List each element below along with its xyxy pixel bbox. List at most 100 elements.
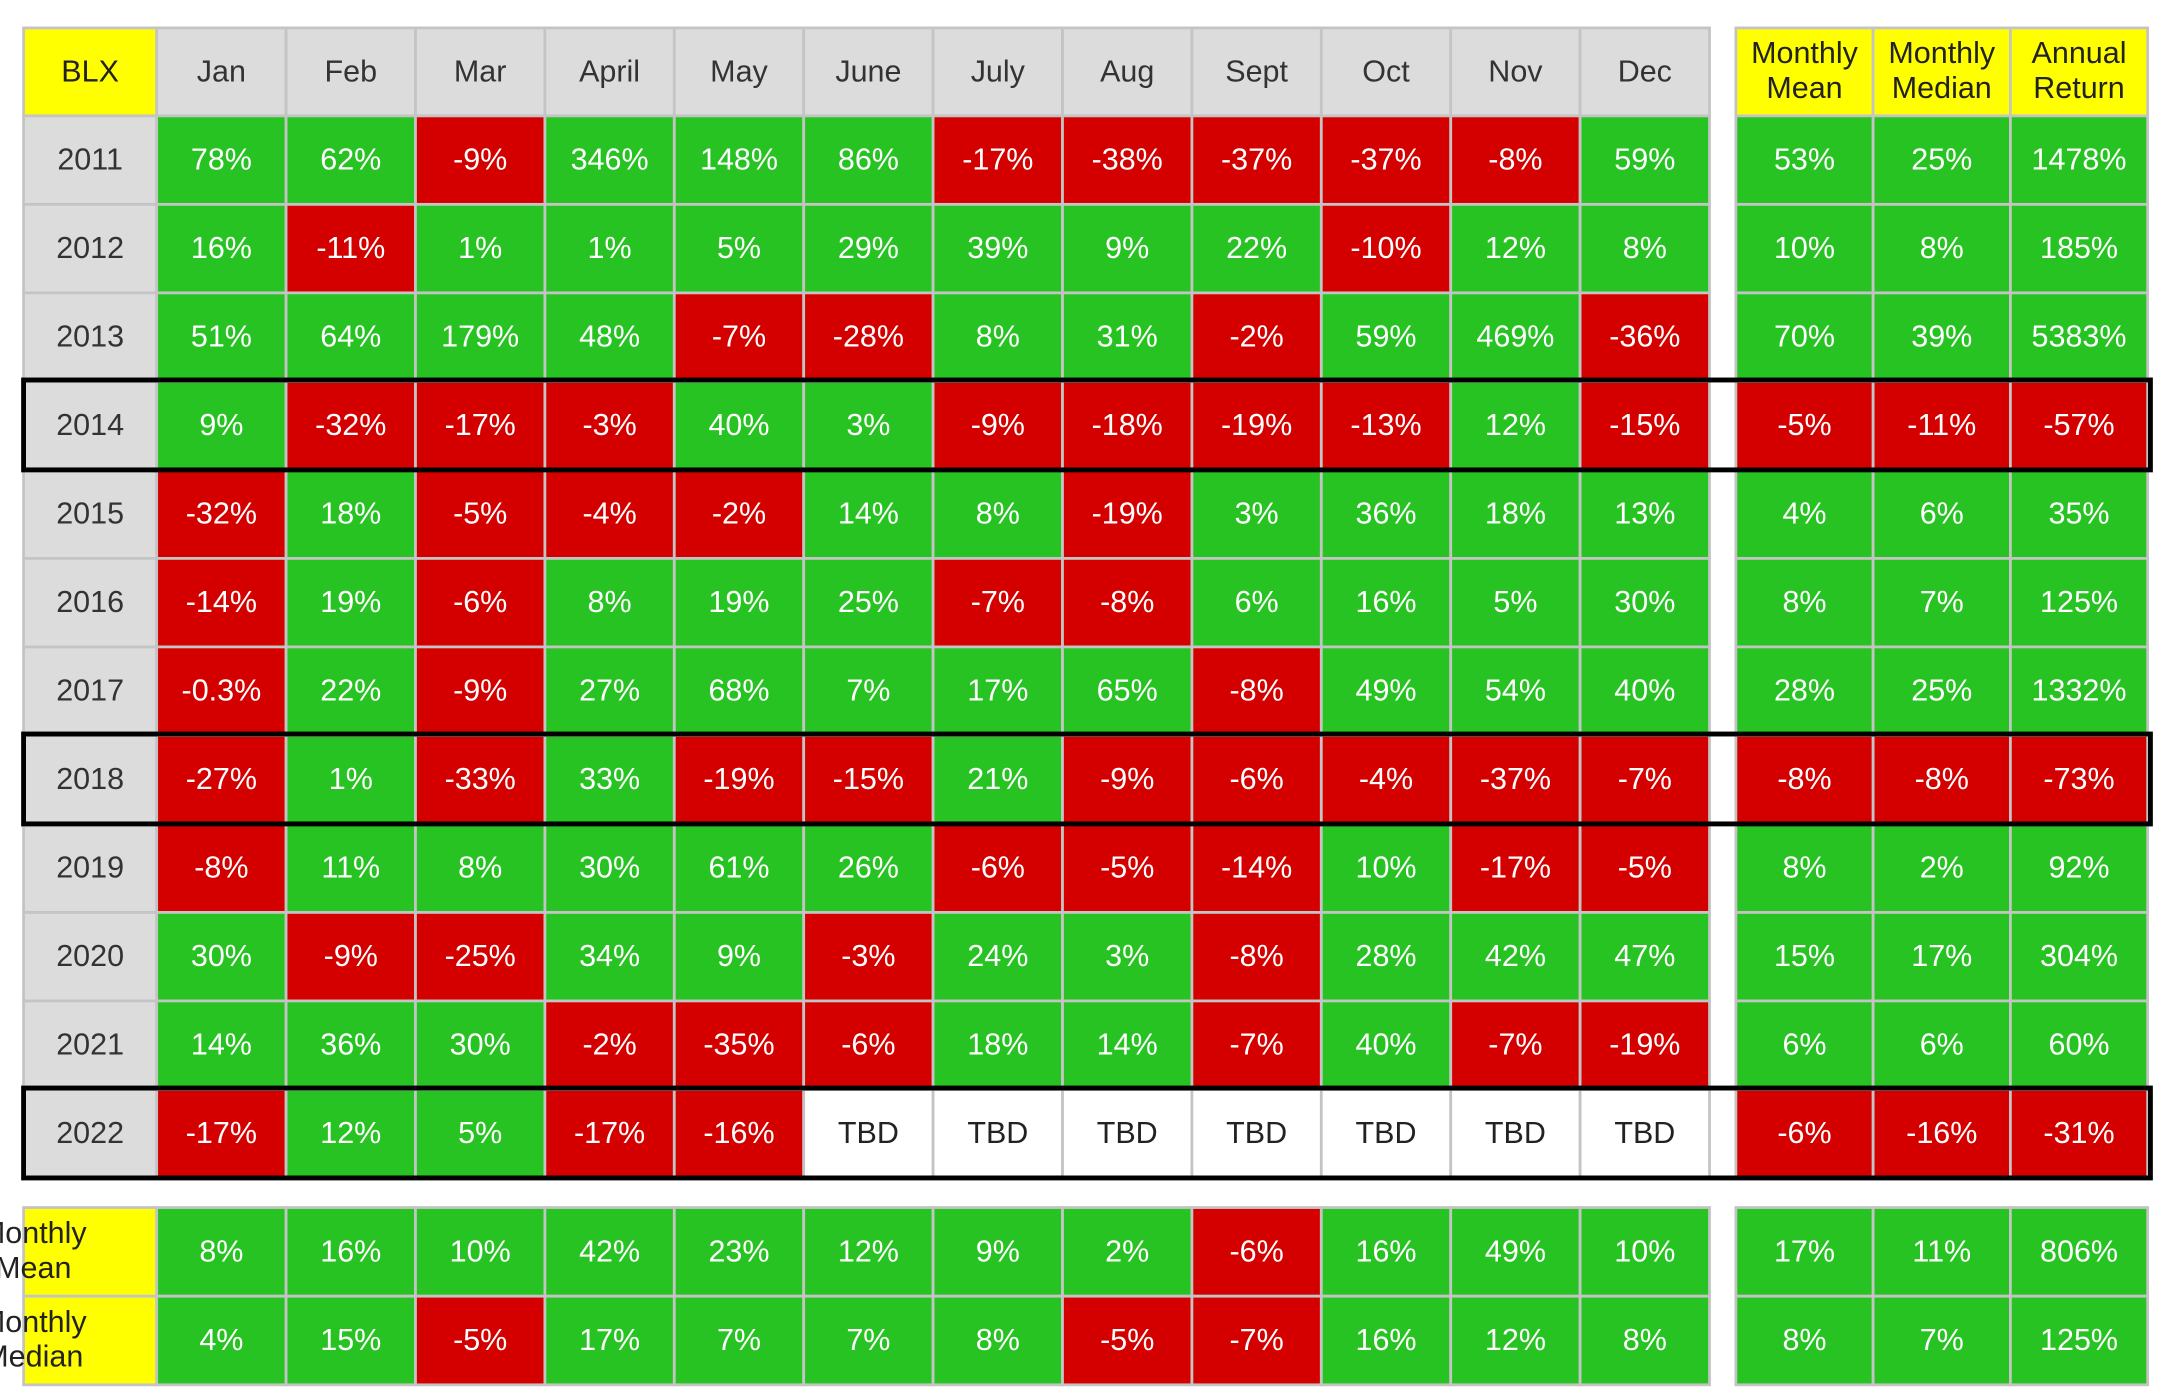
value-label: -6%: [841, 1028, 895, 1062]
value-label: -8%: [194, 851, 248, 885]
value-label: 12%: [838, 1234, 899, 1268]
value-label: -17%: [962, 143, 1033, 177]
year-cell: [22, 911, 159, 1003]
value-label: 7%: [717, 1323, 761, 1357]
value-cell: [1319, 291, 1453, 383]
value-label: 8%: [199, 1234, 243, 1268]
value-cell: [414, 734, 547, 826]
year-cell: [22, 822, 159, 914]
value-label: -7%: [971, 585, 1025, 619]
value-label: -9%: [453, 143, 507, 177]
value-cell: [802, 1294, 935, 1387]
summary-label: -16%: [1906, 1116, 1977, 1150]
year-label: 2013: [56, 320, 124, 354]
header-cell: [1190, 26, 1323, 118]
value-label: -32%: [315, 408, 386, 442]
summary-label: 10%: [1774, 231, 1835, 265]
summary-header-line: Median: [1892, 71, 1992, 105]
month-header: May: [710, 54, 768, 88]
summary-label: 125%: [2040, 1323, 2118, 1357]
value-cell: [802, 645, 935, 737]
value-cell: [284, 1088, 417, 1180]
value-label: -8%: [1100, 585, 1154, 619]
year-cell: [22, 468, 159, 560]
value-label: -15%: [1609, 408, 1680, 442]
value-label: -38%: [1092, 143, 1163, 177]
value-cell: [155, 911, 288, 1003]
value-label: 40%: [708, 408, 769, 442]
summary-cell: [1734, 1294, 1875, 1387]
value-label: 9%: [976, 1234, 1020, 1268]
value-label: -2%: [1230, 320, 1284, 354]
value-cell: [1578, 379, 1711, 472]
value-label: -2%: [582, 1028, 636, 1062]
value-cell: [1319, 379, 1453, 472]
value-label: 29%: [838, 231, 899, 265]
value-cell: [1578, 202, 1711, 295]
year-label: 2019: [56, 851, 124, 885]
value-cell: [543, 1206, 676, 1298]
summary-cell: [1871, 468, 2012, 560]
month-header: Sept: [1225, 54, 1288, 88]
value-label: 9%: [717, 939, 761, 973]
value-cell: [672, 114, 806, 206]
value-cell: [284, 468, 417, 560]
value-label: -37%: [1480, 762, 1551, 796]
value-label: -5%: [453, 1323, 507, 1357]
year-label: 2021: [56, 1028, 124, 1062]
summary-cell: [1734, 734, 1875, 826]
year-label: 2011: [57, 143, 123, 177]
value-label: -10%: [1350, 231, 1421, 265]
value-label: -19%: [703, 762, 774, 796]
value-label: 54%: [1485, 674, 1546, 708]
year-cell: [22, 114, 159, 206]
value-cell: [672, 822, 806, 914]
summary-cell: [1734, 1088, 1875, 1180]
value-cell: [672, 379, 806, 472]
value-label: 86%: [838, 143, 899, 177]
summary-label: -6%: [1777, 1116, 1831, 1150]
value-cell: [284, 1206, 417, 1298]
summary-cell: [2009, 379, 2150, 472]
value-label: -4%: [582, 497, 636, 531]
year-cell: [22, 291, 159, 383]
summary-label: 15%: [1774, 939, 1835, 973]
summary-label: 7%: [1920, 1323, 1964, 1357]
value-label: 78%: [191, 143, 252, 177]
value-label: 148%: [700, 143, 778, 177]
summary-cell: [2009, 1294, 2150, 1387]
value-label: -7%: [712, 320, 766, 354]
value-label: -17%: [445, 408, 516, 442]
value-label: 14%: [838, 497, 899, 531]
value-label: 39%: [967, 231, 1028, 265]
value-label: 1%: [329, 762, 373, 796]
summary-header: Monthly Mean: [1751, 36, 1858, 105]
value-label: 42%: [579, 1234, 640, 1268]
value-cell: [1578, 1294, 1711, 1387]
value-cell: [1578, 999, 1711, 1091]
value-label: 19%: [320, 585, 381, 619]
summary-label: 1332%: [2032, 674, 2127, 708]
value-label: -17%: [574, 1116, 645, 1150]
value-cell: [931, 1294, 1064, 1387]
value-label: -14%: [1221, 851, 1292, 885]
summary-label: 806%: [2040, 1234, 2118, 1268]
summary-cell: [2009, 734, 2150, 826]
value-cell: [1578, 734, 1711, 826]
value-cell: [284, 822, 417, 914]
summary-cell: [1871, 734, 2012, 826]
value-cell: [1319, 645, 1453, 737]
value-label: 42%: [1485, 939, 1546, 973]
value-cell: [543, 999, 676, 1091]
value-cell: [1319, 1294, 1453, 1387]
summary-cell: [1871, 1294, 2012, 1387]
value-label: 31%: [1097, 320, 1158, 354]
summary-label: -31%: [2043, 1116, 2114, 1150]
value-label: 11%: [321, 851, 380, 885]
value-label: 346%: [571, 143, 649, 177]
value-label: -5%: [453, 497, 507, 531]
value-label: -36%: [1609, 320, 1680, 354]
value-cell: [1578, 1206, 1711, 1298]
summary-label: 60%: [2049, 1028, 2110, 1062]
value-label: 51%: [191, 320, 252, 354]
